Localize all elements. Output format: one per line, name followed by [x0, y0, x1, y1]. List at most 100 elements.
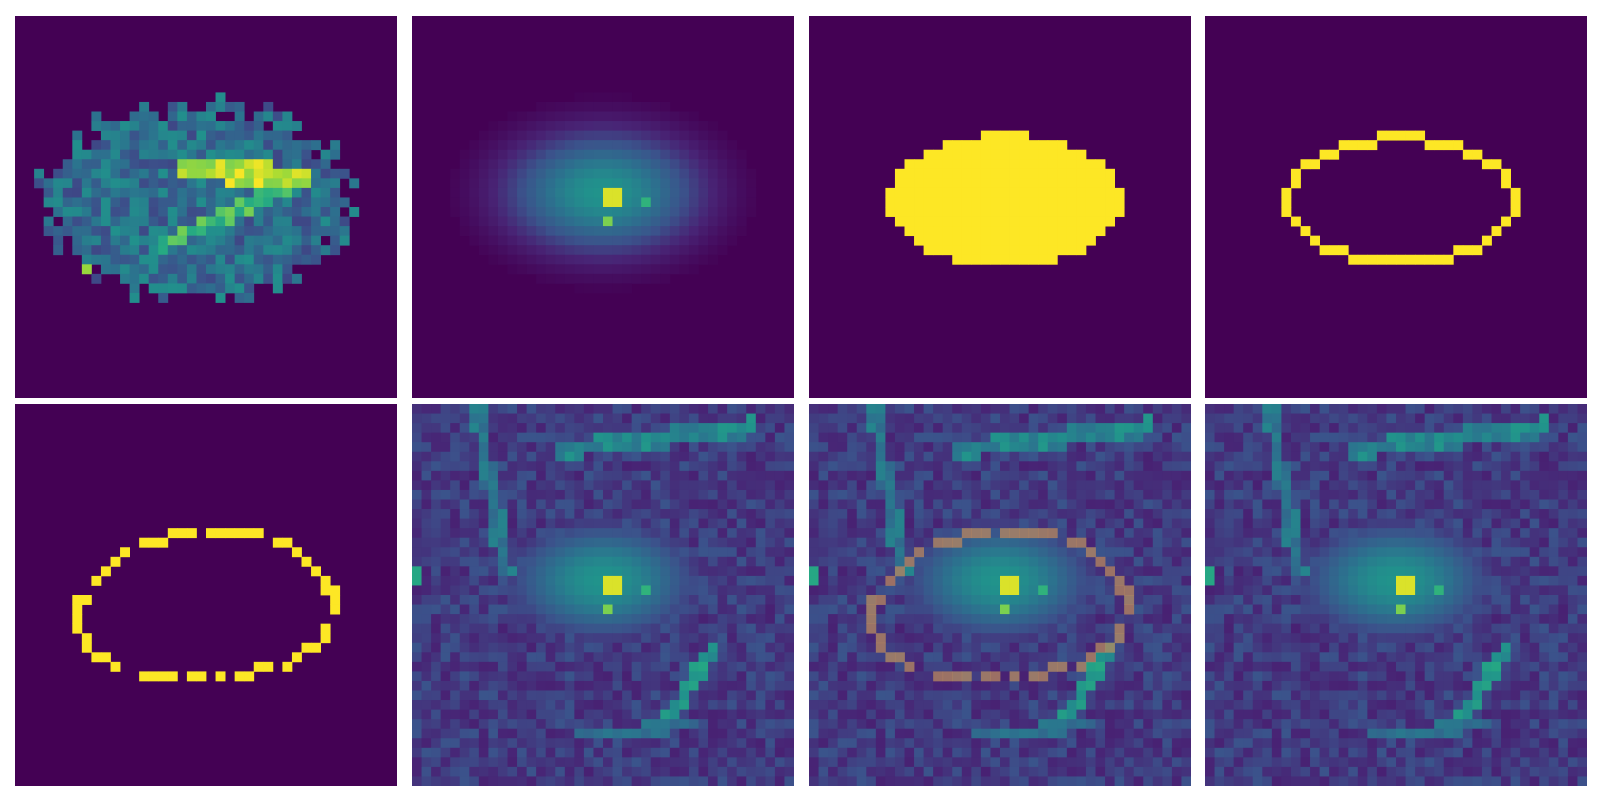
smoothed-pixel — [478, 130, 489, 141]
scene-pixel — [421, 747, 432, 758]
overlay-scene-pixel — [1181, 747, 1191, 758]
scene-pixel — [497, 585, 508, 596]
smoothed-pixel — [641, 140, 652, 151]
mask-pixel — [990, 130, 1001, 141]
overlay-scene-pixel — [875, 652, 886, 663]
raw-pixel — [253, 264, 264, 275]
overlay-scene-pixel — [828, 633, 839, 644]
overlay-scene-pixel — [894, 623, 905, 634]
scene-pixel — [517, 480, 527, 491]
dotted-boundary-pixel — [167, 528, 178, 539]
overlay-scene-pixel — [1076, 489, 1087, 500]
overlay-scene-pixel — [1152, 671, 1163, 682]
raw-pixel — [177, 111, 188, 122]
overlay-scene-pixel — [1143, 642, 1154, 653]
smoothed-pixel — [545, 159, 556, 170]
overlay-scene-pixel — [1076, 700, 1087, 710]
scene-pixel — [679, 451, 690, 462]
scene-pixel — [431, 518, 442, 529]
raw-pixel — [91, 254, 102, 265]
raw-pixel — [263, 159, 274, 170]
overlay-scene-pixel — [1076, 623, 1087, 634]
overlay-scene-pixel — [1038, 547, 1049, 558]
overlay-scene-pixel — [1152, 451, 1163, 462]
smoothed-pixel — [641, 226, 652, 237]
scene-pixel — [478, 585, 489, 596]
result-scene-pixel — [1357, 432, 1368, 443]
overlay-scene-pixel — [942, 690, 953, 701]
overlay-scene-pixel — [1171, 623, 1182, 634]
scene-pixel — [784, 661, 794, 672]
overlay-scene-pixel — [1028, 499, 1039, 510]
overlay-scene-pixel — [1066, 604, 1077, 615]
raw-pixel — [34, 168, 45, 179]
raw-pixel — [81, 178, 92, 189]
overlay-scene-pixel — [971, 623, 982, 634]
mask-pixel — [894, 197, 905, 208]
overlay-scene-pixel — [1181, 547, 1191, 558]
result-scene-pixel — [1577, 442, 1587, 453]
smoothed-pixel — [545, 264, 556, 275]
dotted-boundary-pixel — [72, 604, 83, 615]
smoothed-pixel — [612, 254, 623, 265]
overlay-scene-pixel — [923, 595, 934, 605]
overlay-contour-pixel — [1019, 528, 1030, 539]
raw-pixel — [272, 216, 283, 227]
scene-pixel — [431, 404, 442, 414]
raw-pixel — [148, 111, 159, 122]
scene-pixel — [698, 509, 709, 519]
result-scene-pixel — [1281, 432, 1292, 443]
smoothed-pixel — [488, 235, 499, 246]
scene-pixel — [736, 566, 747, 577]
overlay-scene-pixel — [961, 728, 972, 739]
scene-pixel — [688, 738, 699, 749]
scene-pixel — [736, 413, 747, 424]
mask-pixel — [1066, 149, 1077, 160]
mask-pixel — [1076, 226, 1087, 237]
scene-pixel — [650, 652, 661, 663]
overlay-scene-pixel — [866, 470, 877, 481]
result-scene-pixel — [1529, 461, 1540, 472]
boundary-pixel — [1443, 140, 1454, 151]
overlay-scene-pixel — [1171, 776, 1182, 786]
overlay-scene-pixel — [904, 738, 915, 749]
smoothed-pixel — [526, 149, 537, 160]
dotted-boundary-panel — [15, 404, 397, 786]
scene-pixel — [564, 489, 575, 500]
overlay-scene-pixel — [990, 509, 1001, 519]
scene-pixel — [669, 671, 680, 682]
overlay-scene-pixel — [952, 528, 963, 539]
overlay-scene-pixel — [866, 528, 877, 539]
overlay-scene-pixel — [885, 728, 896, 739]
scene-pixel — [717, 661, 728, 672]
scene-pixel — [603, 604, 613, 615]
overlay-scene-pixel — [885, 690, 896, 701]
scene-pixel — [517, 423, 527, 434]
mask-pixel — [1105, 168, 1115, 179]
scene-pixel — [488, 623, 499, 634]
overlay-scene-pixel — [1114, 489, 1125, 500]
overlay-scene-pixel — [1133, 776, 1144, 786]
scene-pixel — [708, 766, 718, 777]
overlay-scene-pixel — [1019, 747, 1030, 758]
scene-pixel — [708, 757, 718, 768]
overlay-scene-pixel — [1181, 432, 1191, 443]
scene-pixel — [688, 470, 699, 481]
scene-pixel — [708, 575, 718, 586]
overlay-scene-pixel — [875, 413, 886, 424]
overlay-scene-pixel — [1171, 442, 1182, 453]
overlay-scene-pixel — [952, 700, 963, 710]
smoothed-pixel — [583, 92, 594, 103]
scene-pixel — [679, 442, 690, 453]
raw-pixel — [206, 197, 216, 208]
overlay-contour-pixel — [1124, 585, 1135, 596]
scene-pixel — [650, 671, 661, 682]
result-scene-pixel — [1462, 470, 1473, 481]
smoothed-pixel — [583, 273, 594, 284]
overlay-scene-pixel — [990, 442, 1001, 453]
scene-pixel — [469, 461, 480, 472]
scene-pixel — [440, 547, 451, 558]
mask-pixel — [942, 226, 953, 237]
overlay-scene-pixel — [914, 537, 924, 548]
scene-pixel — [450, 604, 461, 615]
